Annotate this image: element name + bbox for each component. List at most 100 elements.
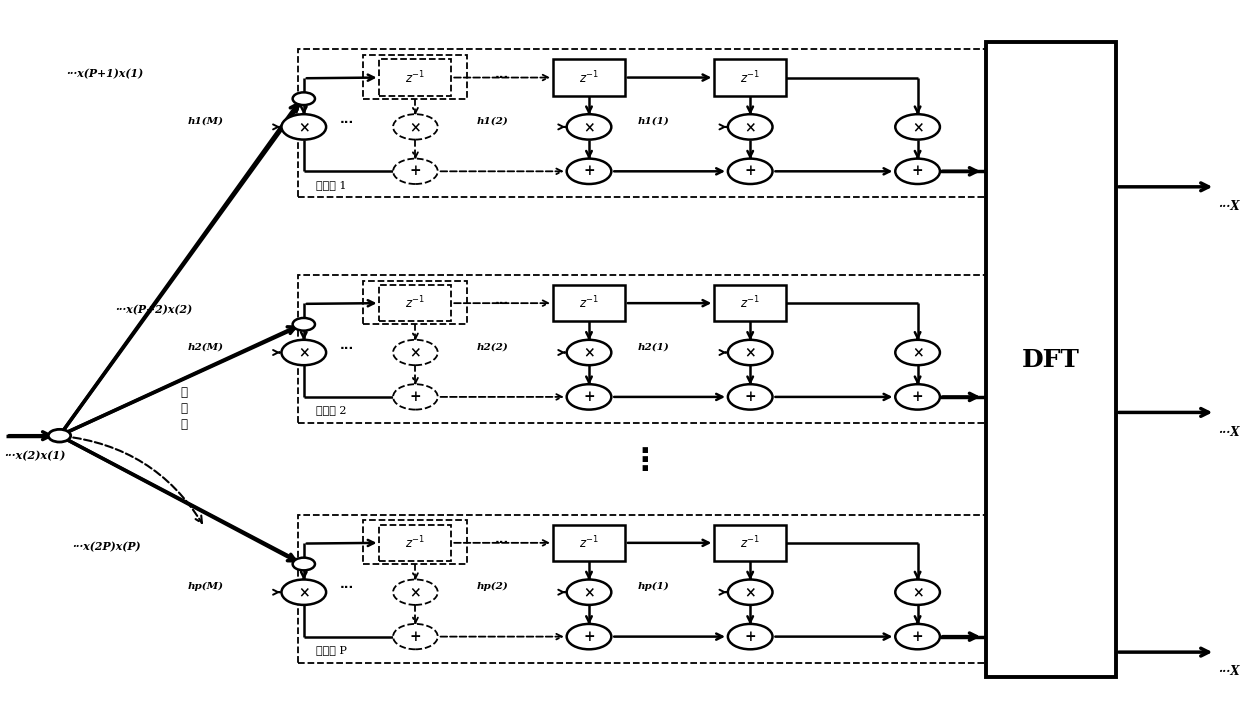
- Text: $z^{-1}$: $z^{-1}$: [579, 295, 599, 312]
- Circle shape: [48, 429, 71, 442]
- Circle shape: [293, 92, 315, 105]
- Text: ···: ···: [340, 116, 355, 129]
- Bar: [553, 285, 625, 321]
- Bar: [298, 275, 986, 423]
- Text: ···: ···: [340, 582, 355, 594]
- Bar: [379, 285, 451, 321]
- Bar: [298, 515, 986, 663]
- Bar: [553, 59, 625, 96]
- FancyArrowPatch shape: [62, 436, 202, 523]
- Text: $z^{-1}$: $z^{-1}$: [579, 69, 599, 86]
- Text: DFT: DFT: [1022, 348, 1080, 372]
- Circle shape: [393, 384, 438, 410]
- Text: ···: ···: [495, 537, 510, 549]
- Text: h1(1): h1(1): [637, 117, 670, 125]
- Text: hp(M): hp(M): [187, 582, 223, 591]
- Circle shape: [293, 318, 315, 331]
- Circle shape: [728, 114, 773, 140]
- Text: 子滤波 1: 子滤波 1: [316, 180, 347, 190]
- Circle shape: [895, 159, 940, 184]
- Text: $z^{-1}$: $z^{-1}$: [740, 295, 760, 312]
- Text: ×: ×: [744, 120, 756, 134]
- Text: +: +: [583, 390, 595, 404]
- Text: ···x(2P)x(P): ···x(2P)x(P): [72, 541, 140, 552]
- Text: +: +: [911, 630, 924, 644]
- Circle shape: [895, 114, 940, 140]
- Circle shape: [567, 624, 611, 649]
- Text: ···X(P): ···X(P): [1218, 666, 1240, 678]
- Bar: [714, 59, 786, 96]
- Text: +: +: [744, 390, 756, 404]
- Circle shape: [393, 340, 438, 365]
- Text: ···x(2)x(1): ···x(2)x(1): [4, 450, 64, 461]
- Text: ×: ×: [583, 585, 595, 599]
- Circle shape: [728, 384, 773, 410]
- Text: h2(2): h2(2): [476, 343, 508, 351]
- Circle shape: [895, 384, 940, 410]
- Circle shape: [393, 580, 438, 605]
- Text: $z^{-1}$: $z^{-1}$: [405, 69, 425, 86]
- Text: ···x(P+1)x(1): ···x(P+1)x(1): [66, 68, 143, 80]
- Text: +: +: [409, 630, 422, 644]
- Circle shape: [293, 558, 315, 570]
- Bar: [714, 525, 786, 561]
- Text: ⋮: ⋮: [630, 447, 660, 477]
- Text: hp(1): hp(1): [637, 582, 670, 591]
- Circle shape: [895, 624, 940, 649]
- Circle shape: [393, 159, 438, 184]
- Text: ×: ×: [911, 585, 924, 599]
- Text: +: +: [409, 164, 422, 178]
- Text: ×: ×: [744, 345, 756, 360]
- Circle shape: [281, 580, 326, 605]
- Text: $z^{-1}$: $z^{-1}$: [740, 69, 760, 86]
- Bar: [379, 525, 451, 561]
- Text: ···: ···: [495, 297, 510, 309]
- Circle shape: [281, 114, 326, 140]
- Text: ···X(2): ···X(2): [1218, 426, 1240, 439]
- Text: +: +: [409, 390, 422, 404]
- Text: h1(2): h1(2): [476, 117, 508, 125]
- Circle shape: [567, 114, 611, 140]
- Text: 解
复
用: 解 复 用: [180, 386, 187, 431]
- Bar: [363, 520, 467, 564]
- Text: $z^{-1}$: $z^{-1}$: [405, 295, 425, 312]
- Text: ···: ···: [340, 342, 355, 355]
- Text: ···X(1): ···X(1): [1218, 200, 1240, 213]
- Circle shape: [567, 159, 611, 184]
- Text: ×: ×: [911, 120, 924, 134]
- Circle shape: [567, 340, 611, 365]
- Circle shape: [895, 340, 940, 365]
- Text: +: +: [583, 630, 595, 644]
- Text: h1(M): h1(M): [187, 117, 223, 125]
- Text: ···: ···: [495, 71, 510, 84]
- Circle shape: [728, 340, 773, 365]
- Text: ×: ×: [911, 345, 924, 360]
- Circle shape: [567, 580, 611, 605]
- Text: ×: ×: [409, 345, 422, 360]
- Text: h2(1): h2(1): [637, 343, 670, 351]
- Text: ×: ×: [298, 585, 310, 599]
- Bar: [363, 55, 467, 99]
- Circle shape: [567, 384, 611, 410]
- Circle shape: [728, 159, 773, 184]
- Text: +: +: [744, 164, 756, 178]
- Text: ×: ×: [409, 585, 422, 599]
- Bar: [298, 49, 986, 197]
- Text: ×: ×: [298, 120, 310, 134]
- Text: ×: ×: [583, 345, 595, 360]
- Text: ×: ×: [583, 120, 595, 134]
- Text: h2(M): h2(M): [187, 343, 223, 351]
- Text: 子滤波 2: 子滤波 2: [316, 405, 347, 415]
- Bar: [363, 281, 467, 324]
- Circle shape: [728, 580, 773, 605]
- Text: +: +: [583, 164, 595, 178]
- Text: 子滤波 P: 子滤波 P: [316, 645, 347, 655]
- Text: $z^{-1}$: $z^{-1}$: [405, 534, 425, 551]
- Text: $z^{-1}$: $z^{-1}$: [579, 534, 599, 551]
- Bar: [714, 285, 786, 321]
- Text: ×: ×: [298, 345, 310, 360]
- Text: $z^{-1}$: $z^{-1}$: [740, 534, 760, 551]
- Circle shape: [393, 624, 438, 649]
- Bar: [379, 59, 451, 96]
- Bar: [986, 42, 1116, 677]
